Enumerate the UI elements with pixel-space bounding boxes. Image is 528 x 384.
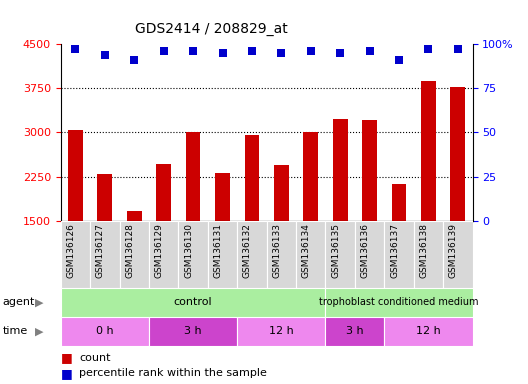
Text: GSM136128: GSM136128 xyxy=(125,223,134,278)
Point xyxy=(424,46,432,53)
Text: GSM136133: GSM136133 xyxy=(272,223,281,278)
Bar xyxy=(443,221,473,288)
Text: 3 h: 3 h xyxy=(184,326,202,336)
Bar xyxy=(61,221,90,288)
Point xyxy=(101,52,109,58)
Text: GSM136134: GSM136134 xyxy=(302,223,311,278)
Bar xyxy=(362,120,377,221)
Bar xyxy=(178,221,208,288)
Text: GSM136138: GSM136138 xyxy=(419,223,428,278)
Text: GSM136137: GSM136137 xyxy=(390,223,399,278)
Bar xyxy=(392,184,407,221)
Bar xyxy=(355,221,384,288)
Bar xyxy=(149,221,178,288)
Text: 0 h: 0 h xyxy=(96,326,114,336)
Text: 3 h: 3 h xyxy=(346,326,364,336)
Bar xyxy=(304,132,318,221)
Text: 12 h: 12 h xyxy=(269,326,294,336)
Point xyxy=(395,57,403,63)
Bar xyxy=(421,81,436,221)
Text: GDS2414 / 208829_at: GDS2414 / 208829_at xyxy=(135,23,288,36)
Bar xyxy=(274,165,289,221)
Text: ▶: ▶ xyxy=(35,326,44,336)
Text: ▶: ▶ xyxy=(35,297,44,308)
Bar xyxy=(215,173,230,221)
Bar xyxy=(384,221,414,288)
Bar xyxy=(68,130,83,221)
Bar xyxy=(208,221,237,288)
Text: GSM136139: GSM136139 xyxy=(449,223,458,278)
Text: ■: ■ xyxy=(61,351,72,364)
Bar xyxy=(325,221,355,288)
Bar xyxy=(296,221,325,288)
Text: time: time xyxy=(3,326,28,336)
Bar xyxy=(61,317,149,346)
Text: count: count xyxy=(79,353,111,363)
Bar xyxy=(237,317,325,346)
Text: GSM136126: GSM136126 xyxy=(67,223,76,278)
Bar xyxy=(149,317,237,346)
Text: percentile rank within the sample: percentile rank within the sample xyxy=(79,368,267,378)
Bar xyxy=(414,221,443,288)
Text: GSM136130: GSM136130 xyxy=(184,223,193,278)
Bar xyxy=(119,221,149,288)
Text: 12 h: 12 h xyxy=(416,326,441,336)
Bar xyxy=(237,221,267,288)
Point xyxy=(189,48,197,54)
Text: GSM136136: GSM136136 xyxy=(361,223,370,278)
Text: GSM136131: GSM136131 xyxy=(213,223,222,278)
Bar xyxy=(325,288,473,317)
Text: GSM136135: GSM136135 xyxy=(331,223,340,278)
Point xyxy=(307,48,315,54)
Bar xyxy=(186,132,201,221)
Text: agent: agent xyxy=(3,297,35,308)
Point xyxy=(218,50,227,56)
Point xyxy=(71,46,80,53)
Bar xyxy=(325,317,384,346)
Text: GSM136129: GSM136129 xyxy=(155,223,164,278)
Text: GSM136127: GSM136127 xyxy=(96,223,105,278)
Text: ■: ■ xyxy=(61,367,72,380)
Bar xyxy=(267,221,296,288)
Point xyxy=(130,57,138,63)
Point xyxy=(365,48,374,54)
Point xyxy=(248,48,256,54)
Bar xyxy=(244,135,259,221)
Point xyxy=(159,48,168,54)
Bar xyxy=(333,119,347,221)
Bar xyxy=(156,164,171,221)
Bar xyxy=(98,174,112,221)
Bar xyxy=(384,317,473,346)
Bar xyxy=(90,221,119,288)
Bar xyxy=(450,86,465,221)
Bar xyxy=(61,288,325,317)
Bar xyxy=(127,211,142,221)
Point xyxy=(336,50,344,56)
Text: control: control xyxy=(174,297,212,308)
Text: GSM136132: GSM136132 xyxy=(243,223,252,278)
Text: trophoblast conditioned medium: trophoblast conditioned medium xyxy=(319,297,479,308)
Point xyxy=(454,46,462,53)
Point xyxy=(277,50,286,56)
